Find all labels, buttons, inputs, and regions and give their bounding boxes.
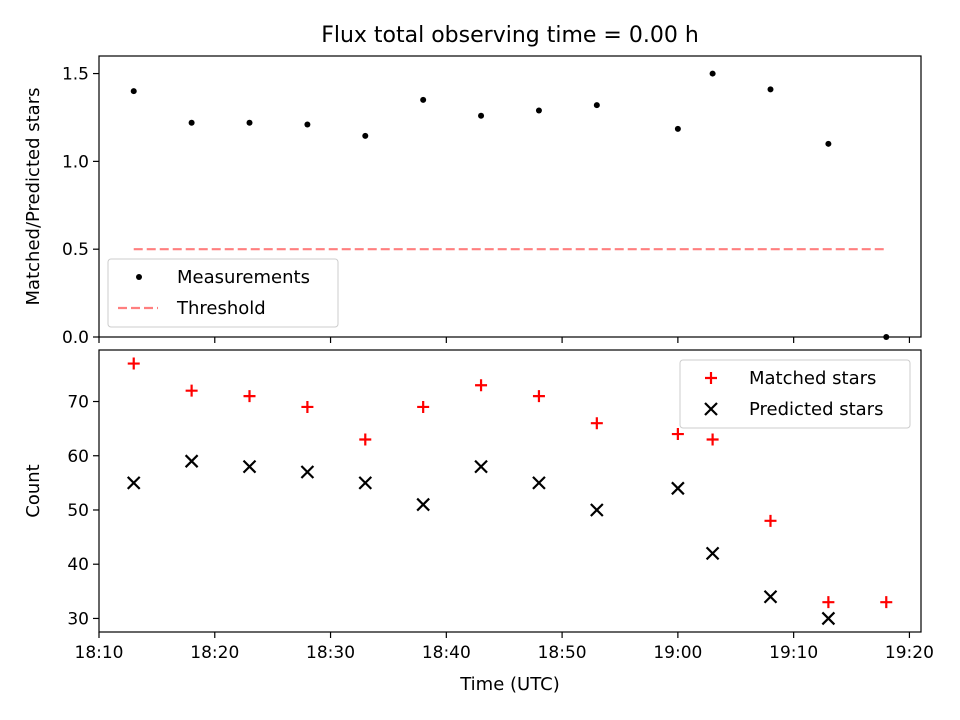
measurement-point — [593, 102, 600, 109]
measurement-point — [767, 86, 774, 93]
top-panel: 0.0 0.5 1.0 1.5 Matched/Predicted stars Measu… — [23, 55, 922, 348]
legend-matched-swatch — [705, 372, 717, 384]
predicted-star-marker — [705, 546, 720, 561]
bottom-panel: 18:10 18:20 18:30 18:40 18:50 19:00 19:10 19:20… — [23, 349, 934, 663]
x-tick-label: 19:10 — [769, 643, 818, 663]
matched-star-marker — [532, 390, 545, 403]
predicted-star-marker — [474, 459, 488, 474]
predicted-star-marker — [590, 503, 604, 517]
matched-star-marker — [475, 379, 488, 392]
measurement-point — [535, 107, 542, 114]
predicted-star-marker — [358, 476, 373, 490]
plot-frame — [98, 349, 922, 633]
matched-star-marker — [880, 596, 893, 609]
y-tick-label: 0.5 — [62, 240, 89, 260]
measurement-point — [362, 132, 369, 139]
legend-label: Matched stars — [749, 368, 876, 389]
predicted-star-marker — [821, 611, 836, 626]
matched-star-marker — [764, 514, 777, 527]
y-tick-label: 30 — [67, 609, 89, 629]
predicted-star-marker — [184, 454, 199, 468]
matched-star-marker — [822, 596, 835, 609]
matched-star-marker — [417, 400, 430, 413]
y-tick-label: 50 — [67, 501, 89, 521]
predicted-star-marker — [300, 465, 315, 479]
y-axis-label: Count — [23, 464, 44, 517]
y-tick-label: 60 — [67, 447, 89, 467]
matched-star-marker — [706, 433, 719, 446]
legend-predicted-swatch — [704, 402, 718, 416]
matched-star-marker — [359, 433, 372, 446]
x-tick-label: 18:50 — [538, 643, 587, 663]
chart-title: Flux total observing time = 0.00 h — [321, 23, 699, 48]
legend-box — [679, 359, 911, 429]
predicted-star-marker — [242, 459, 257, 474]
plot-frame — [98, 55, 922, 338]
measurement-point — [883, 334, 890, 340]
matched-star-marker — [590, 417, 603, 430]
measurement-point — [246, 119, 253, 126]
matched-star-marker — [671, 428, 684, 441]
y-tick-label: 1.5 — [62, 65, 89, 85]
legend-label: Predicted stars — [749, 399, 883, 420]
legend-label: Measurements — [177, 267, 310, 288]
measurement-point — [674, 125, 681, 132]
legend-box — [107, 258, 339, 328]
y-tick-label: 70 — [67, 393, 89, 413]
predicted-star-marker — [671, 481, 685, 496]
matched-star-marker — [301, 400, 314, 413]
measurement-point — [709, 70, 716, 77]
y-tick-label: 40 — [67, 555, 89, 575]
y-tick-label: 1.0 — [62, 152, 89, 172]
predicted-star-marker — [416, 497, 430, 512]
x-tick-label: 18:30 — [306, 643, 355, 663]
predicted-star-marker — [532, 476, 546, 490]
legend-label: Threshold — [176, 298, 266, 319]
x-tick-label: 18:20 — [190, 643, 239, 663]
measurement-point — [825, 140, 832, 147]
measurement-point — [188, 119, 195, 126]
x-tick-label: 18:40 — [422, 643, 471, 663]
x-tick-label: 19:00 — [653, 643, 702, 663]
x-tick-label: 19:20 — [885, 643, 934, 663]
measurement-point — [478, 112, 485, 119]
measurement-point — [420, 96, 427, 103]
matched-star-marker — [185, 384, 198, 397]
y-axis-label: Matched/Predicted stars — [23, 88, 44, 306]
matched-star-marker — [243, 390, 256, 403]
x-axis-label: Time (UTC) — [459, 674, 560, 695]
predicted-star-marker — [126, 476, 141, 490]
measurement-point — [304, 121, 311, 128]
measurement-point — [130, 88, 137, 95]
y-tick-label: 0.0 — [62, 328, 89, 348]
legend-measurement-swatch — [136, 274, 142, 280]
predicted-star-marker — [763, 589, 778, 604]
matched-star-marker — [127, 357, 140, 370]
x-tick-label: 18:10 — [75, 643, 124, 663]
